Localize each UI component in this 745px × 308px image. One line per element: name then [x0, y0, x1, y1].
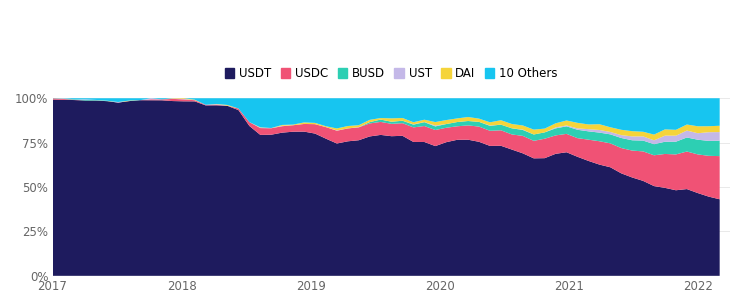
Text: THE BLOCK: THE BLOCK [272, 180, 402, 201]
Legend: USDT, USDC, BUSD, UST, DAI, 10 Others: USDT, USDC, BUSD, UST, DAI, 10 Others [223, 65, 560, 83]
